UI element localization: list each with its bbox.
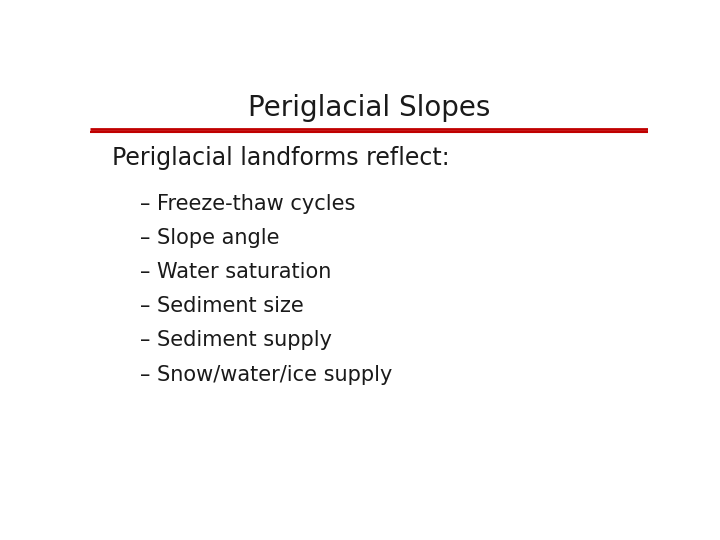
- Text: Periglacial landforms reflect:: Periglacial landforms reflect:: [112, 146, 450, 170]
- Text: – Slope angle: – Slope angle: [140, 228, 280, 248]
- Text: – Water saturation: – Water saturation: [140, 262, 332, 282]
- Text: Periglacial Slopes: Periglacial Slopes: [248, 94, 490, 123]
- Text: – Snow/water/ice supply: – Snow/water/ice supply: [140, 364, 392, 384]
- Text: – Sediment supply: – Sediment supply: [140, 330, 332, 350]
- Text: – Freeze-thaw cycles: – Freeze-thaw cycles: [140, 194, 356, 214]
- Text: – Sediment size: – Sediment size: [140, 296, 304, 316]
